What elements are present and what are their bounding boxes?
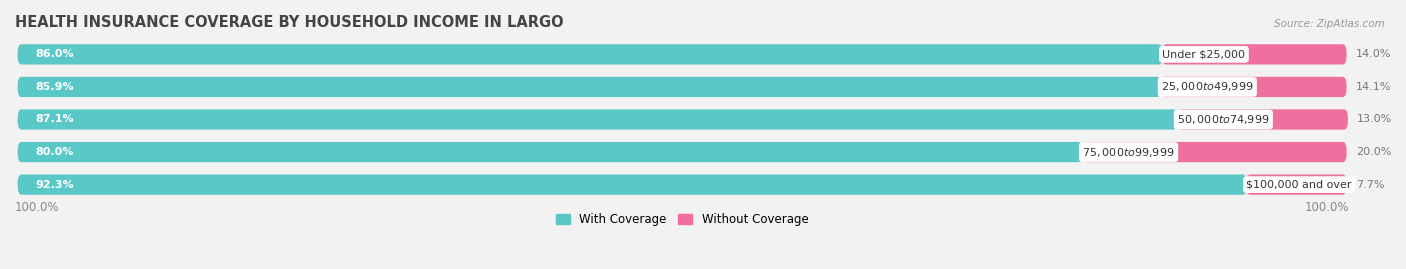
Text: 7.7%: 7.7% (1355, 180, 1385, 190)
FancyBboxPatch shape (1177, 109, 1348, 130)
FancyBboxPatch shape (18, 109, 1347, 130)
Text: 85.9%: 85.9% (35, 82, 73, 92)
Text: 100.0%: 100.0% (1305, 201, 1350, 214)
Text: 92.3%: 92.3% (35, 180, 73, 190)
FancyBboxPatch shape (18, 109, 1177, 130)
FancyBboxPatch shape (1247, 175, 1347, 195)
Legend: With Coverage, Without Coverage: With Coverage, Without Coverage (551, 208, 814, 231)
Text: 86.0%: 86.0% (35, 49, 73, 59)
Text: 14.0%: 14.0% (1355, 49, 1392, 59)
Text: Source: ZipAtlas.com: Source: ZipAtlas.com (1274, 19, 1385, 29)
Text: $50,000 to $74,999: $50,000 to $74,999 (1177, 113, 1270, 126)
Text: 13.0%: 13.0% (1357, 115, 1392, 125)
Text: 14.1%: 14.1% (1355, 82, 1392, 92)
Text: HEALTH INSURANCE COVERAGE BY HOUSEHOLD INCOME IN LARGO: HEALTH INSURANCE COVERAGE BY HOUSEHOLD I… (15, 15, 564, 30)
FancyBboxPatch shape (18, 44, 1347, 65)
Text: 80.0%: 80.0% (35, 147, 73, 157)
Text: Under $25,000: Under $25,000 (1163, 49, 1246, 59)
FancyBboxPatch shape (18, 175, 1347, 195)
FancyBboxPatch shape (18, 142, 1347, 162)
Text: 87.1%: 87.1% (35, 115, 73, 125)
FancyBboxPatch shape (18, 142, 1083, 162)
Text: $25,000 to $49,999: $25,000 to $49,999 (1161, 80, 1254, 93)
Text: 20.0%: 20.0% (1355, 147, 1392, 157)
FancyBboxPatch shape (18, 77, 1347, 97)
Text: $75,000 to $99,999: $75,000 to $99,999 (1083, 146, 1175, 158)
FancyBboxPatch shape (1163, 44, 1347, 65)
FancyBboxPatch shape (1161, 77, 1347, 97)
FancyBboxPatch shape (1083, 142, 1347, 162)
FancyBboxPatch shape (18, 44, 1163, 65)
Text: 100.0%: 100.0% (15, 201, 59, 214)
FancyBboxPatch shape (18, 175, 1247, 195)
Text: $100,000 and over: $100,000 and over (1247, 180, 1353, 190)
FancyBboxPatch shape (18, 77, 1161, 97)
